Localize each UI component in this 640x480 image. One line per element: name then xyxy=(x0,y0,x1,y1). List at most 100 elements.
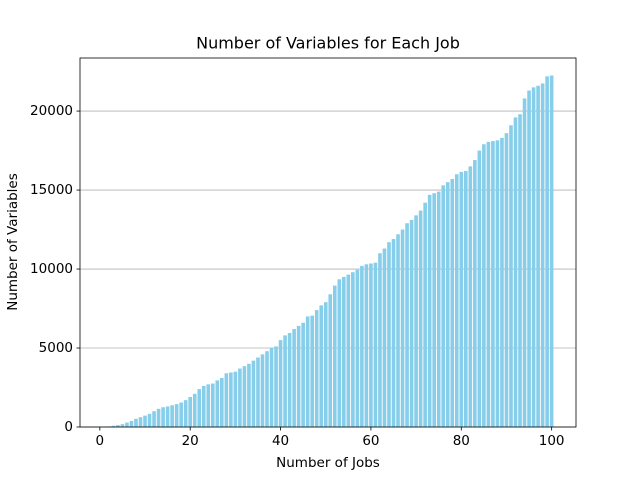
bar xyxy=(170,405,174,427)
bar xyxy=(522,98,527,427)
bar xyxy=(274,346,278,427)
bar xyxy=(210,383,215,427)
bar xyxy=(125,422,129,427)
bar xyxy=(129,420,134,427)
bar xyxy=(360,265,364,427)
bar xyxy=(441,185,446,427)
y-tick-label: 15000 xyxy=(30,182,73,198)
x-tick-label: 60 xyxy=(362,433,379,449)
plot-frame xyxy=(79,57,577,428)
bar xyxy=(305,316,310,427)
bar xyxy=(328,294,333,427)
bar xyxy=(387,242,391,427)
x-tick-label: 20 xyxy=(182,433,199,449)
bar xyxy=(147,413,152,427)
bar xyxy=(545,76,549,427)
y-axis-label: Number of Variables xyxy=(5,173,21,311)
bar xyxy=(179,402,183,427)
bar xyxy=(278,340,283,427)
bar xyxy=(486,141,491,427)
bar xyxy=(445,182,450,427)
bar xyxy=(400,229,405,427)
bar xyxy=(459,171,464,427)
bar xyxy=(364,264,369,427)
bar xyxy=(323,302,328,427)
bar xyxy=(238,368,242,427)
bar xyxy=(332,285,337,427)
bar xyxy=(260,354,265,427)
bar xyxy=(183,400,188,427)
bar xyxy=(174,404,179,427)
bar xyxy=(369,263,373,427)
bar xyxy=(378,253,382,427)
bar xyxy=(152,411,156,427)
bar xyxy=(165,406,170,427)
bar xyxy=(418,210,423,427)
y-tick-label: 10000 xyxy=(30,261,73,277)
bar xyxy=(432,193,436,427)
bar xyxy=(540,83,545,427)
bar xyxy=(473,160,477,427)
bar xyxy=(396,234,400,427)
bar xyxy=(215,380,220,427)
bar xyxy=(346,274,351,427)
x-tick-label: 40 xyxy=(272,433,289,449)
bar xyxy=(283,335,287,427)
bar xyxy=(450,178,455,427)
bar xyxy=(138,417,143,427)
bar xyxy=(192,393,197,427)
bar xyxy=(504,133,509,427)
bar xyxy=(351,272,355,427)
bar xyxy=(409,220,414,427)
bar xyxy=(436,191,441,427)
x-tick-label: 100 xyxy=(539,433,565,449)
bar xyxy=(495,140,500,427)
bar xyxy=(292,329,296,427)
bar xyxy=(224,373,229,427)
bar xyxy=(265,351,269,427)
bar xyxy=(355,269,360,427)
bar xyxy=(509,125,513,427)
bar xyxy=(287,333,292,427)
bar xyxy=(477,150,482,427)
bar xyxy=(143,415,147,427)
bar xyxy=(405,223,409,427)
y-tick-label: 0 xyxy=(64,419,73,435)
x-tick-label: 80 xyxy=(453,433,470,449)
bar xyxy=(549,75,554,428)
bar xyxy=(296,325,301,427)
bar xyxy=(513,117,518,428)
bar xyxy=(134,418,138,427)
bar xyxy=(201,385,206,427)
bar xyxy=(161,407,165,427)
bar xyxy=(188,396,193,427)
bar xyxy=(391,239,396,427)
bar xyxy=(310,315,314,427)
bar xyxy=(500,137,504,427)
bar xyxy=(251,360,256,427)
bar xyxy=(414,215,418,427)
bar xyxy=(491,141,495,427)
x-tick-label: 0 xyxy=(96,433,105,449)
chart-title: Number of Variables for Each Job xyxy=(196,34,460,53)
bar xyxy=(314,310,319,427)
bar xyxy=(301,322,305,427)
y-tick-label: 20000 xyxy=(30,103,73,119)
bar xyxy=(427,194,432,427)
bar xyxy=(120,424,125,427)
bar xyxy=(269,348,274,427)
bar xyxy=(531,87,536,428)
bar xyxy=(233,371,238,427)
bar xyxy=(382,248,387,427)
bar xyxy=(342,276,346,427)
bar xyxy=(423,202,427,427)
bar xyxy=(111,425,116,427)
bar xyxy=(468,166,473,427)
bar xyxy=(247,363,251,427)
bar xyxy=(373,262,378,427)
bar xyxy=(197,389,202,427)
bar xyxy=(229,372,233,427)
bar xyxy=(206,384,211,427)
bar xyxy=(527,90,531,428)
